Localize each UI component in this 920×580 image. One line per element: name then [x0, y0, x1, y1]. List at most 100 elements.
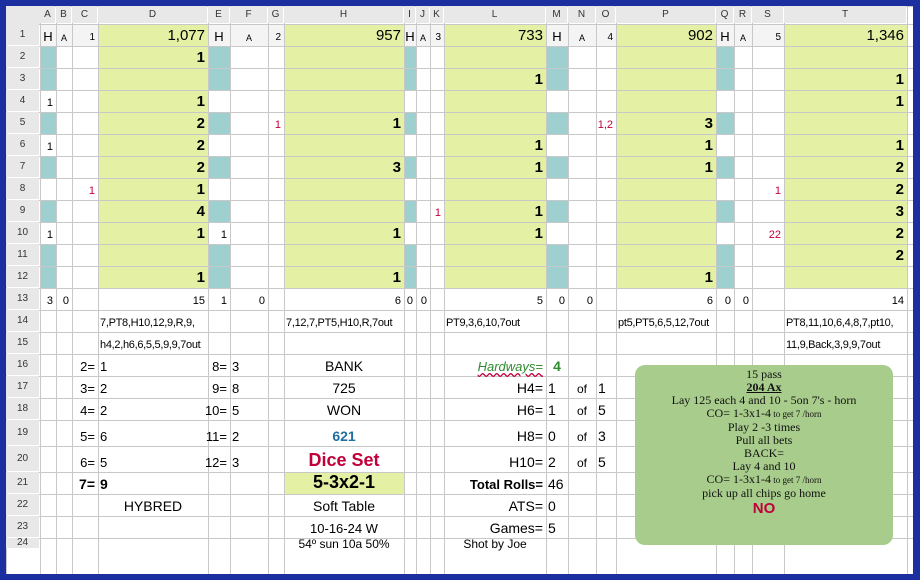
roll-sequence: h4,2,h6,6,5,5,9,9,7out	[100, 339, 201, 351]
row-header[interactable]: 9	[6, 200, 39, 221]
note-line: CO= 1-3x1-4 to get 7 /horn	[635, 473, 893, 487]
column-header[interactable]: M	[546, 6, 567, 23]
row-header[interactable]: 21	[6, 472, 39, 493]
grid-value: 1	[196, 269, 205, 286]
column-header[interactable]: J	[416, 6, 429, 23]
column-header[interactable]: Q	[716, 6, 733, 23]
column-header[interactable]: F	[230, 6, 267, 23]
row-header[interactable]: 13	[6, 288, 39, 309]
small-value: 1	[46, 141, 53, 153]
column-header[interactable]: H	[284, 6, 403, 23]
header-n: A	[578, 33, 585, 43]
column-header[interactable]: G	[268, 6, 283, 23]
teal-cell	[546, 68, 568, 90]
dice-set-label: Dice Set	[308, 450, 380, 470]
roll-sequence: PT9,3,6,10,7out	[446, 317, 520, 329]
column-header[interactable]: C	[72, 6, 97, 23]
hardway-total: 1	[598, 380, 606, 396]
row-header[interactable]: 4	[6, 90, 39, 111]
teal-cell	[716, 266, 734, 288]
row-header[interactable]: 15	[6, 332, 39, 353]
games-value: 5	[548, 520, 556, 536]
hardway-key: H6=	[516, 402, 543, 418]
grid-line	[6, 310, 913, 311]
grid-value: 1	[534, 71, 543, 88]
grid-line	[208, 6, 209, 574]
grid-line	[444, 6, 445, 574]
corner-cell[interactable]	[6, 6, 40, 24]
row-header[interactable]: 7	[6, 156, 39, 177]
note-line: 15 pass	[746, 367, 782, 381]
row-header[interactable]: 20	[6, 446, 39, 471]
teal-cell	[404, 156, 416, 178]
hardway-value: 0	[548, 428, 556, 444]
hardway-key: H8=	[516, 428, 543, 444]
teal-cell	[716, 68, 734, 90]
header-q: H	[720, 29, 730, 44]
row-header[interactable]: 6	[6, 134, 39, 155]
column-header[interactable]: B	[56, 6, 71, 23]
row-header[interactable]: 17	[6, 376, 39, 397]
row-header[interactable]: 12	[6, 266, 39, 287]
grid-line	[6, 494, 913, 495]
grid-line	[6, 178, 913, 179]
column-header[interactable]: D	[98, 6, 207, 23]
column-header[interactable]: N	[568, 6, 595, 23]
count-key: 5=	[80, 429, 95, 444]
total-value: 3	[46, 295, 53, 307]
column-header[interactable]: K	[430, 6, 443, 23]
grid-line	[6, 516, 913, 517]
row-header[interactable]: 3	[6, 68, 39, 89]
header-row-cell	[416, 24, 430, 46]
row-header[interactable]: 24	[6, 538, 39, 548]
header-d: 1,077	[167, 27, 205, 44]
grid-line	[596, 6, 597, 574]
row-header[interactable]: 16	[6, 354, 39, 375]
grid-line	[6, 134, 913, 135]
header-row-cell	[596, 24, 616, 46]
total-value: 0	[406, 295, 413, 307]
bank-value: 725	[332, 380, 356, 396]
total-value: 6	[394, 295, 401, 307]
column-header[interactable]: I	[404, 6, 415, 23]
header-row-cell	[430, 24, 444, 46]
column-header[interactable]: O	[596, 6, 615, 23]
header-e: H	[214, 29, 224, 44]
row-header[interactable]: 14	[6, 310, 39, 331]
teal-cell	[546, 156, 568, 178]
column-header[interactable]: R	[734, 6, 751, 23]
row-header[interactable]: 23	[6, 516, 39, 537]
hardway-total: 5	[598, 454, 606, 470]
note-line: 204 Ax	[746, 380, 782, 394]
column-header[interactable]: P	[616, 6, 715, 23]
column-header[interactable]: T	[784, 6, 906, 23]
total-value: 5	[536, 295, 543, 307]
hardway-key: H10=	[509, 454, 543, 470]
grid-line	[6, 354, 913, 355]
row-header[interactable]: 1	[6, 24, 39, 45]
column-header[interactable]: L	[444, 6, 545, 23]
row-header[interactable]: 10	[6, 222, 39, 243]
note-text: CO= 1-3x1-4	[706, 472, 771, 486]
header-c: 1	[89, 32, 95, 43]
count-key: 10=	[204, 403, 227, 418]
dice-set-value: 5-3x2-1	[312, 472, 376, 492]
grid-line	[6, 46, 913, 47]
row-header[interactable]: 11	[6, 244, 39, 265]
row-header[interactable]: 8	[6, 178, 39, 199]
header-a: H	[43, 29, 53, 44]
grid-line	[56, 6, 57, 574]
column-header[interactable]: S	[752, 6, 783, 23]
row-header[interactable]: 22	[6, 494, 39, 515]
grid-line	[752, 6, 753, 574]
row-header[interactable]: 18	[6, 398, 39, 419]
column-header[interactable]: A	[40, 6, 55, 23]
column-header[interactable]: E	[208, 6, 229, 23]
note-text: to get 7 /horn	[770, 475, 822, 485]
row-header[interactable]: 2	[6, 46, 39, 67]
row-header[interactable]: 5	[6, 112, 39, 133]
total-value: 0	[558, 295, 565, 307]
row-header[interactable]: 19	[6, 420, 39, 445]
count-key: 12=	[204, 455, 227, 470]
